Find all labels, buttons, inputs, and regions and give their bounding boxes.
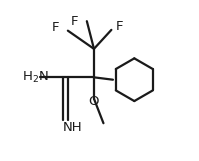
Text: F: F <box>115 20 123 33</box>
Text: F: F <box>52 21 59 34</box>
Text: O: O <box>89 95 99 108</box>
Text: NH: NH <box>63 121 82 134</box>
Text: F: F <box>71 15 78 28</box>
Text: H$_2$N: H$_2$N <box>22 70 49 85</box>
